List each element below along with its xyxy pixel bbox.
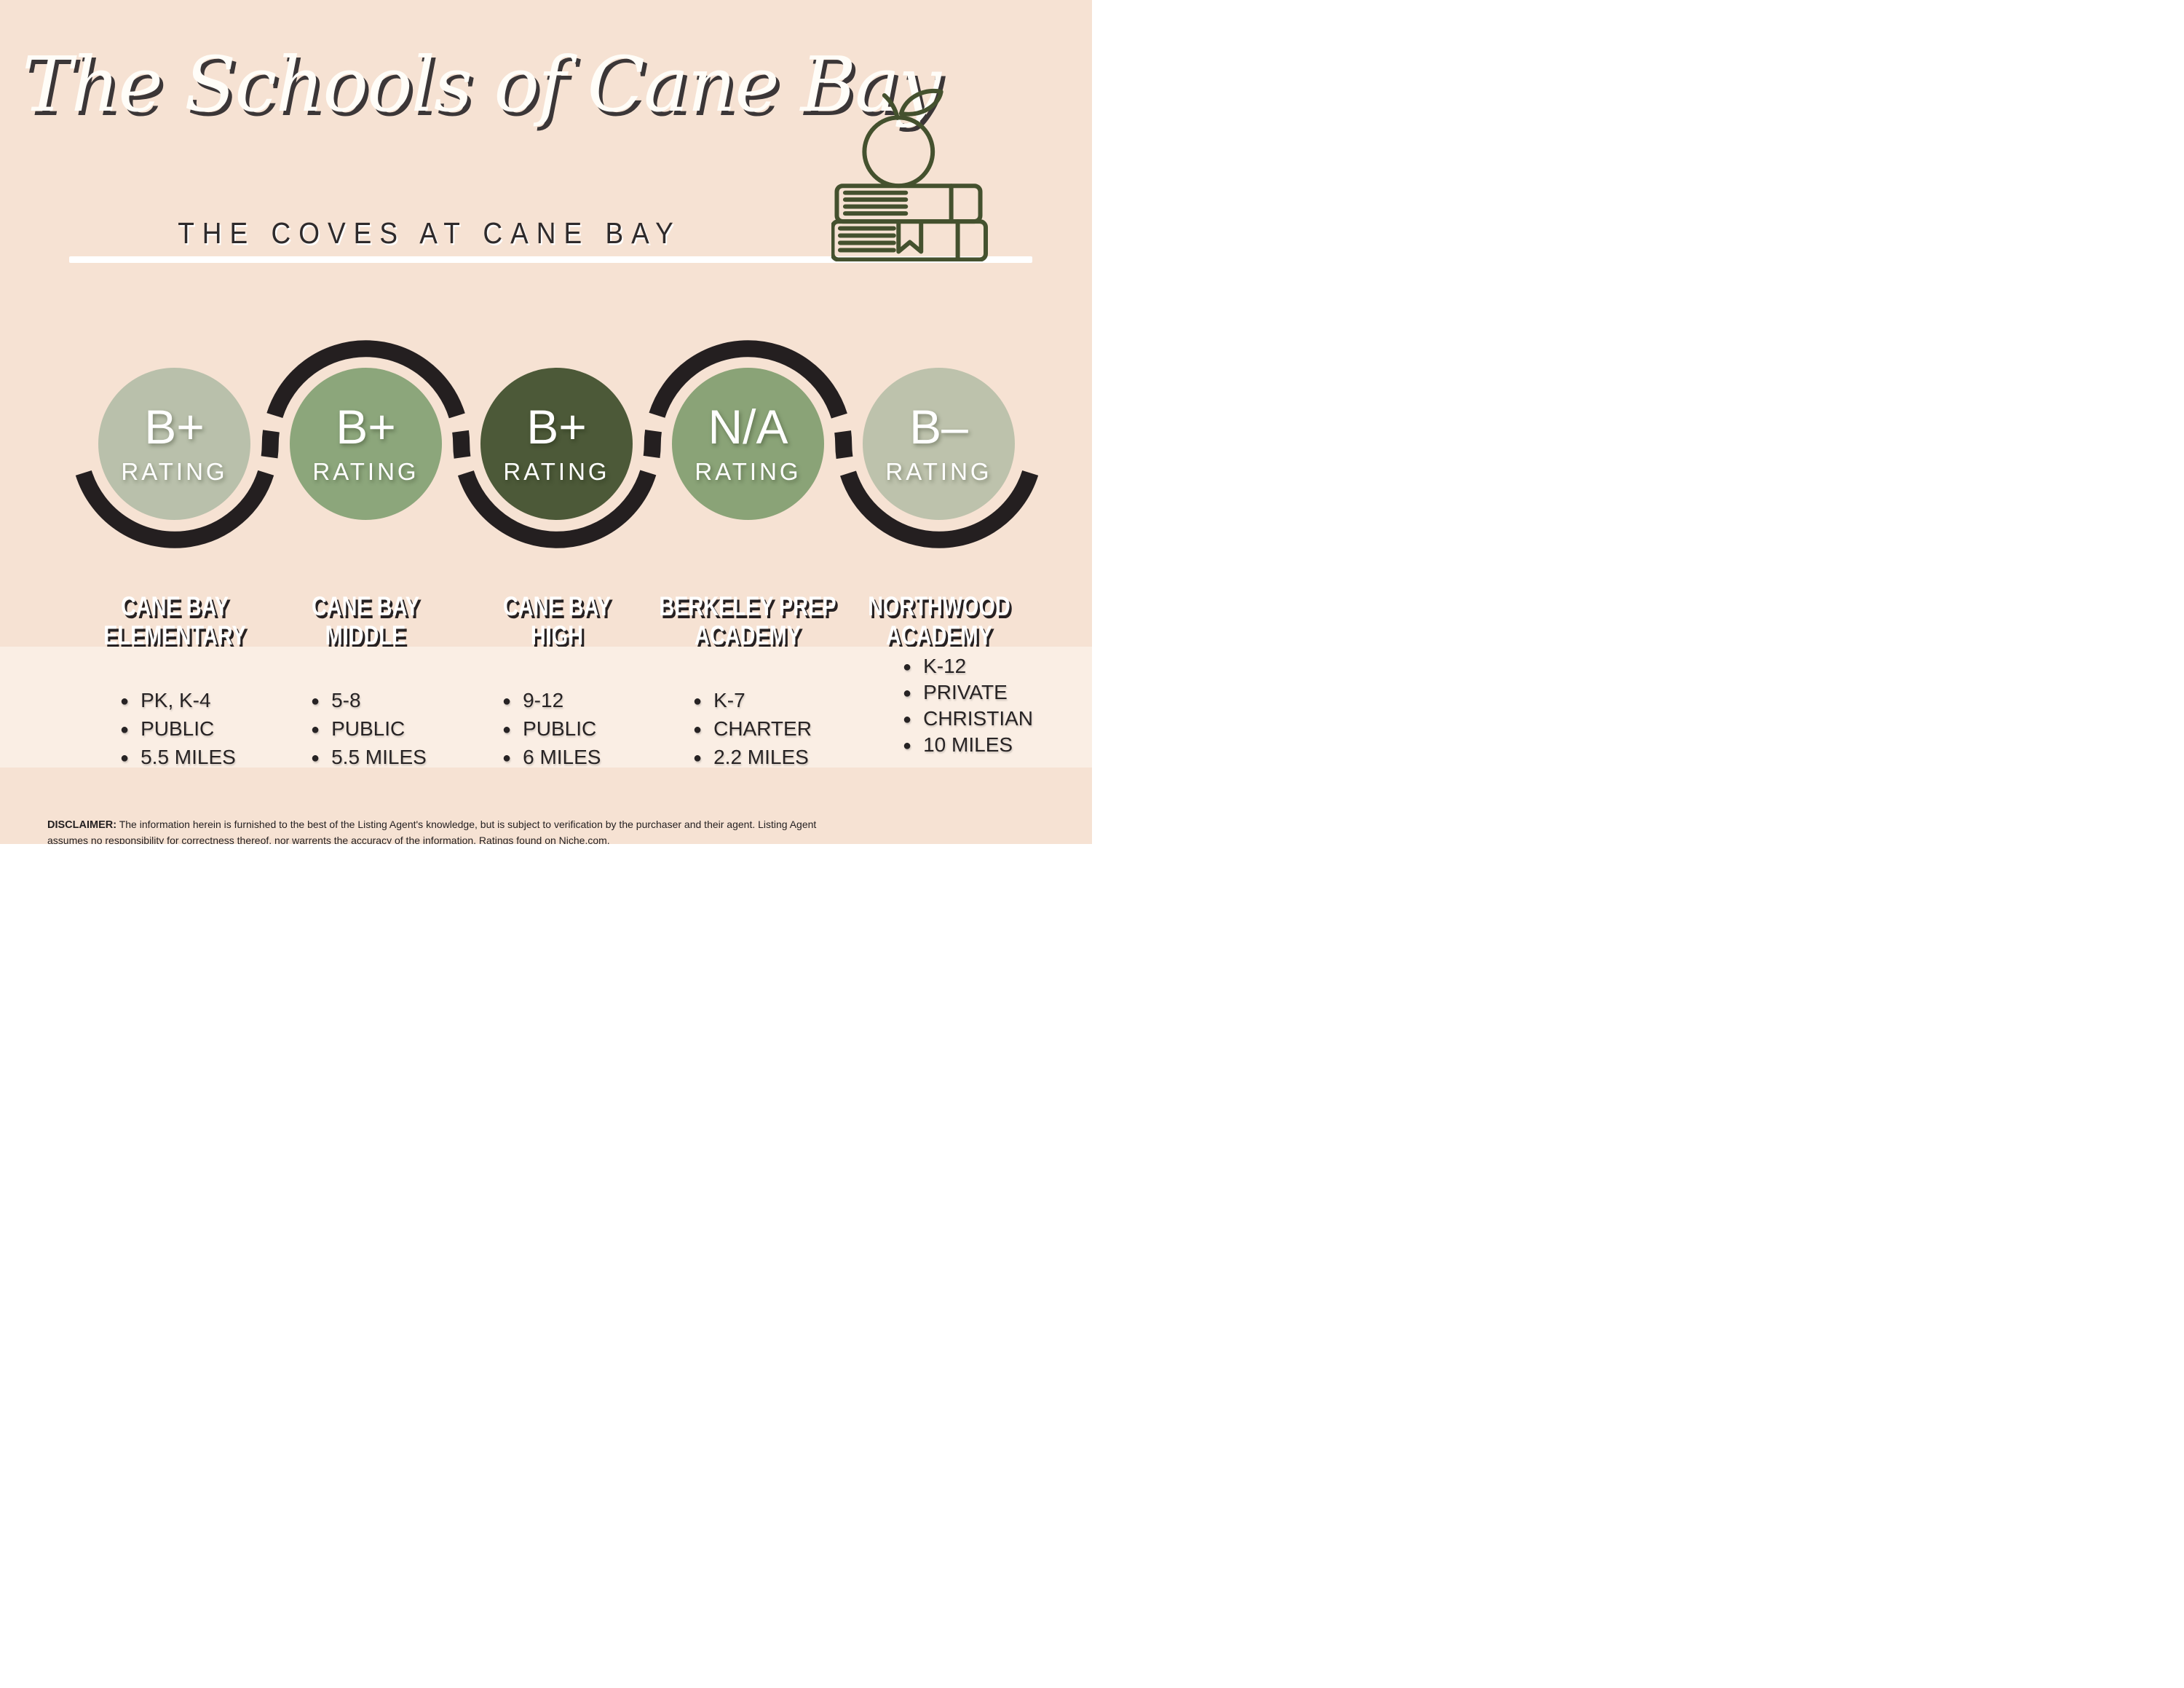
list-item: ● PRIVATE [903, 681, 1008, 703]
bullet-dot-icon: ● [120, 750, 130, 766]
rating-value: B– [909, 399, 968, 454]
list-item: ● CHRISTIAN [903, 707, 1033, 730]
school-name-line: CANE BAY [120, 591, 229, 621]
bullet-dot-icon: ● [502, 750, 512, 766]
school-name-line: NORTHWOOD [868, 591, 1010, 621]
school-name-northwood: NORTHWOOD ACADEMY [842, 592, 1035, 650]
rating-circle-cane-bay-high: B+ RATING [480, 368, 633, 520]
school-name-line: ACADEMY [886, 620, 992, 650]
school-name-line: CANE BAY [502, 591, 612, 621]
rating-circle-cane-bay-middle: B+ RATING [290, 368, 442, 520]
apple-stem [882, 92, 900, 120]
bookmark [896, 221, 924, 254]
school-name-line: MIDDLE [325, 620, 406, 650]
disclaimer-line: The information herein is furnished to t… [119, 819, 817, 830]
apple-leaf [898, 88, 943, 117]
school-name-line: HIGH [530, 620, 584, 650]
disclaimer-line: assumes no responsibility for correctnes… [47, 835, 610, 844]
school-details-northwood: ● K-12 ● PRIVATE ● CHRISTIAN ● 10 MILES [903, 656, 1033, 761]
rating-value: B+ [336, 399, 396, 454]
bottom-book-pages [837, 226, 896, 253]
rating-circle-berkeley-prep: N/A RATING [672, 368, 824, 520]
list-item: ● 6 MILES [502, 746, 601, 768]
rating-value: B+ [144, 399, 205, 454]
list-item: ● 5-8 [311, 689, 361, 711]
details-band [0, 647, 1092, 768]
bullet-dot-icon: ● [903, 685, 912, 701]
school-details-cane-bay-middle: ● 5-8 ● PUBLIC ● 5.5 MILES [311, 690, 427, 776]
list-item: ● 10 MILES [903, 733, 1013, 756]
bullet-dot-icon: ● [903, 711, 912, 727]
list-item: ● 2.2 MILES [693, 746, 809, 768]
school-details-cane-bay-high: ● 9-12 ● PUBLIC ● 6 MILES [502, 690, 601, 776]
bullet-dot-icon: ● [502, 722, 512, 738]
bullet-dot-icon: ● [311, 722, 320, 738]
infographic-page: The Schools of Cane Bay THE COVES AT CAN… [0, 0, 1092, 844]
rating-value: N/A [708, 399, 788, 454]
bullet-dot-icon: ● [311, 693, 320, 709]
bullet-dot-icon: ● [693, 693, 703, 709]
disclaimer-label: DISCLAIMER: [47, 819, 117, 831]
rating-label: RATING [312, 457, 419, 485]
top-book-pages [842, 190, 909, 216]
rating-value: B+ [526, 399, 587, 454]
bullet-dot-icon: ● [693, 750, 703, 766]
list-item: ● PUBLIC [120, 717, 215, 740]
rating-label: RATING [885, 457, 992, 485]
school-name-line: ELEMENTARY [103, 620, 246, 650]
bullet-dot-icon: ● [903, 738, 912, 754]
bottom-book [830, 219, 989, 262]
header-divider [69, 256, 1032, 263]
rating-circle-northwood: B– RATING [863, 368, 1015, 520]
list-item: ● PUBLIC [311, 717, 405, 740]
page-title: The Schools of Cane Bay [22, 40, 941, 129]
list-item: ● PK, K-4 [120, 689, 211, 711]
school-name-cane-bay-middle: CANE BAY MIDDLE [269, 592, 462, 650]
rating-circle-cane-bay-elementary: B+ RATING [98, 368, 250, 520]
list-item: ● 5.5 MILES [120, 746, 236, 768]
bullet-dot-icon: ● [903, 659, 912, 675]
school-details-cane-bay-elementary: ● PK, K-4 ● PUBLIC ● 5.5 MILES [120, 690, 236, 776]
school-name-cane-bay-high: CANE BAY HIGH [460, 592, 653, 650]
list-item: ● 9-12 [502, 689, 564, 711]
school-name-line: ACADEMY [695, 620, 801, 650]
disclaimer-text: DISCLAIMER: The information herein is fu… [47, 817, 910, 844]
school-name-line: CANE BAY [311, 591, 420, 621]
bullet-dot-icon: ● [502, 693, 512, 709]
rating-label: RATING [695, 457, 802, 485]
school-details-berkeley-prep: ● K-7 ● CHARTER ● 2.2 MILES [693, 690, 812, 776]
wave-connector-line [75, 340, 1039, 548]
list-item: ● K-7 [693, 689, 745, 711]
bullet-dot-icon: ● [120, 722, 130, 738]
list-item: ● PUBLIC [502, 717, 597, 740]
list-item: ● 5.5 MILES [311, 746, 427, 768]
school-name-cane-bay-elementary: CANE BAY ELEMENTARY [78, 592, 271, 650]
bullet-dot-icon: ● [120, 693, 130, 709]
school-name-line: BERKELEY PREP [659, 591, 836, 621]
school-name-berkeley-prep: BERKELEY PREP ACADEMY [651, 592, 844, 650]
bullet-dot-icon: ● [311, 750, 320, 766]
rating-label: RATING [503, 457, 610, 485]
list-item: ● CHARTER [693, 717, 812, 740]
apple-on-books-icon [830, 82, 989, 262]
bullet-dot-icon: ● [693, 722, 703, 738]
list-item: ● K-12 [903, 655, 967, 677]
rating-label: RATING [121, 457, 228, 485]
page-subtitle: THE COVES AT CANE BAY [178, 216, 681, 250]
